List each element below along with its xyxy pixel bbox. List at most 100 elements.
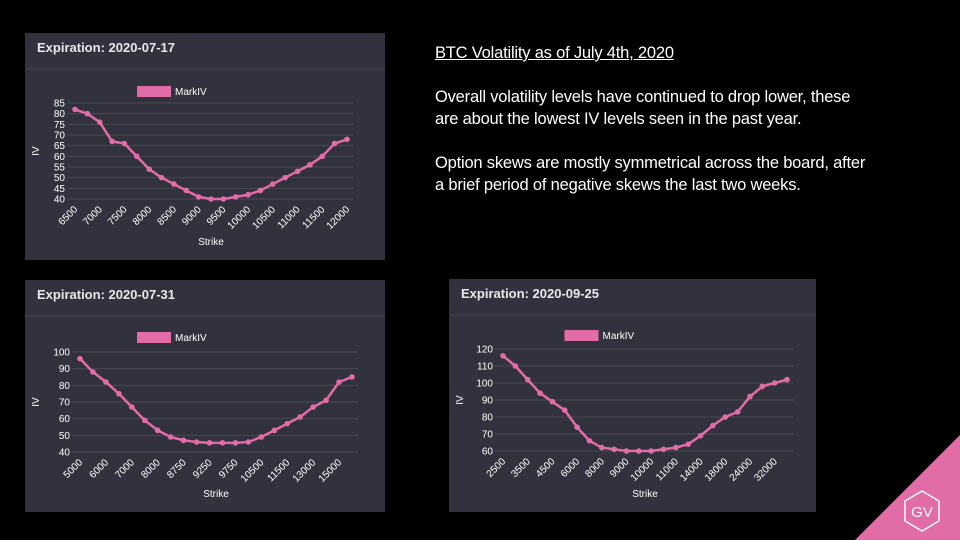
data-point	[648, 448, 654, 454]
data-point	[96, 119, 103, 125]
data-point	[84, 110, 91, 117]
data-point	[232, 440, 239, 446]
data-point	[561, 407, 568, 413]
data-point	[586, 438, 593, 444]
x-axis-label: Strike	[632, 489, 658, 500]
data-point	[759, 383, 766, 390]
data-point	[344, 136, 350, 143]
y-tick-label: 85	[54, 99, 66, 110]
y-tick-label: 100	[476, 379, 493, 390]
x-axis-label: Strike	[203, 489, 229, 500]
data-point	[206, 440, 213, 446]
data-point	[611, 446, 617, 453]
data-point	[183, 187, 190, 194]
data-point	[673, 444, 679, 451]
data-point	[349, 374, 355, 380]
y-tick-label: 45	[54, 184, 66, 195]
data-point	[146, 166, 152, 172]
data-point	[245, 439, 252, 445]
panel-background	[25, 33, 385, 260]
y-tick-label: 50	[59, 431, 71, 442]
data-point	[784, 376, 790, 383]
data-point	[232, 194, 239, 200]
data-point	[171, 181, 177, 187]
data-point	[524, 376, 531, 383]
data-point	[331, 140, 338, 147]
data-point	[121, 140, 128, 147]
data-point	[549, 398, 556, 405]
data-point	[220, 196, 227, 202]
data-point	[245, 191, 251, 198]
data-point	[323, 397, 329, 404]
data-point	[307, 162, 313, 168]
chart-title: Expiration: 2020-09-25	[461, 286, 599, 301]
y-tick-label: 110	[477, 362, 493, 373]
y-tick-label: 60	[59, 414, 71, 425]
logo-triangle	[855, 435, 960, 540]
data-point	[90, 369, 96, 375]
data-point	[336, 379, 342, 385]
data-point	[208, 196, 214, 202]
paragraph: Overall volatility levels have continued…	[435, 88, 851, 128]
series-line	[79, 357, 353, 445]
logo-text: GV	[911, 504, 933, 521]
chart-panel: Expiration: 2020-07-31405060708090100500…	[25, 280, 385, 512]
legend-label: MarkIV	[603, 331, 635, 342]
data-point	[195, 194, 202, 200]
y-tick-label: 70	[54, 131, 66, 142]
data-point	[158, 174, 165, 181]
data-point	[109, 138, 115, 145]
y-tick-label: 40	[59, 448, 71, 459]
y-tick-label: 75	[54, 120, 66, 131]
data-point	[685, 441, 692, 447]
legend-label: MarkIV	[175, 87, 207, 98]
data-point	[574, 424, 580, 430]
y-tick-label: 70	[59, 398, 71, 409]
y-tick-label: 65	[54, 141, 66, 152]
data-point	[297, 414, 303, 420]
panel-title: BTC Volatility as of July 4th, 2020	[435, 44, 674, 62]
y-tick-label: 100	[53, 348, 70, 359]
data-point	[734, 409, 741, 415]
data-point	[660, 446, 667, 453]
data-point	[294, 168, 301, 175]
data-point	[271, 427, 278, 434]
data-point	[537, 390, 543, 396]
data-point	[310, 404, 316, 410]
y-tick-label: 80	[482, 413, 494, 424]
x-axis-label: Strike	[198, 237, 224, 248]
data-point	[103, 379, 109, 385]
data-point	[710, 422, 716, 429]
data-point	[722, 414, 729, 420]
data-point	[134, 153, 140, 160]
data-point	[180, 437, 187, 444]
y-tick-label: 90	[59, 364, 71, 375]
data-point	[512, 363, 519, 369]
y-tick-label: 120	[476, 345, 493, 356]
data-point	[219, 440, 226, 446]
chart-panel: Expiration: 2020-09-25607080901001101202…	[449, 279, 816, 512]
data-point	[319, 153, 326, 160]
data-point	[771, 380, 778, 386]
data-point	[747, 393, 753, 400]
data-point	[129, 404, 135, 410]
data-point	[284, 420, 291, 427]
panel-background	[449, 279, 816, 512]
chart-panel: Expiration: 2020-07-17 404550556065707580…	[25, 33, 385, 260]
y-tick-label: 90	[482, 396, 494, 407]
data-point	[270, 181, 276, 187]
y-tick-label: 60	[482, 447, 494, 458]
data-point	[154, 427, 161, 434]
paragraph: Option skews are mostly symmetrical acro…	[435, 154, 866, 194]
data-point	[598, 444, 605, 451]
legend-swatch	[137, 332, 171, 343]
panel-background	[25, 280, 385, 512]
text-panel: BTC Volatility as of July 4th, 2020 Over…	[435, 42, 875, 218]
y-tick-label: 60	[54, 152, 66, 163]
data-point	[72, 106, 78, 113]
y-tick-label: 55	[54, 163, 66, 174]
data-point	[258, 434, 265, 440]
data-point	[167, 434, 174, 440]
y-tick-label: 40	[54, 195, 66, 206]
